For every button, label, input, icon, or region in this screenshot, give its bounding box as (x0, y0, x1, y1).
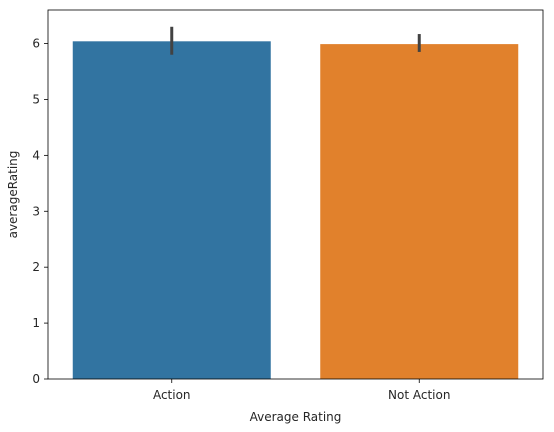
y-tick-label-6: 6 (32, 37, 40, 51)
y-axis-label: averageRating (6, 151, 20, 239)
y-tick-label-3: 3 (32, 204, 40, 218)
x-tick-label-1: Not Action (388, 388, 450, 402)
y-axis: 0 1 2 3 4 5 6 (32, 37, 48, 386)
x-axis: Action Not Action (153, 379, 450, 402)
y-tick-label-1: 1 (32, 316, 40, 330)
bars-group (72, 41, 519, 380)
x-axis-label: Average Rating (250, 410, 342, 424)
y-tick-label-0: 0 (32, 372, 40, 386)
x-tick-label-0: Action (153, 388, 191, 402)
y-tick-label-2: 2 (32, 260, 40, 274)
bar-0 (72, 41, 271, 380)
plot-frame (47, 9, 544, 380)
bar-1 (320, 44, 519, 379)
y-tick-label-4: 4 (32, 148, 40, 162)
error-bars-group (170, 26, 421, 55)
y-tick-label-5: 5 (32, 92, 40, 106)
